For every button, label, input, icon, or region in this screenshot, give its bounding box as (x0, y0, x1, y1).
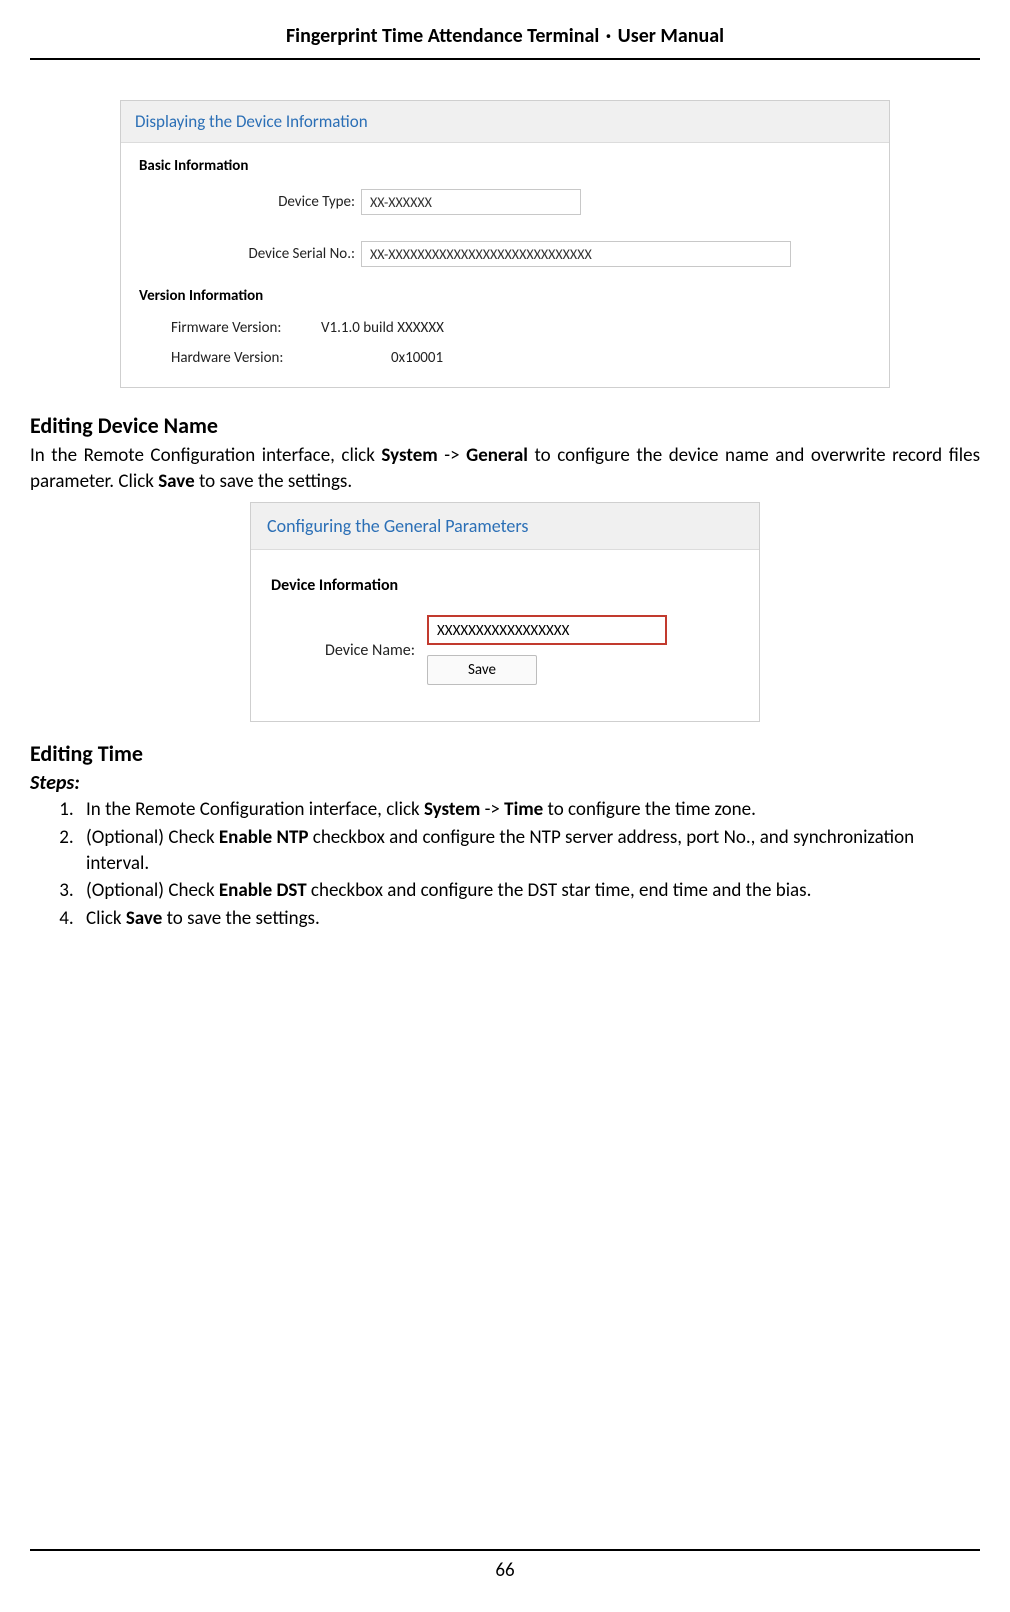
firmware-version-value: V1.1.0 build XXXXXX (321, 319, 444, 337)
device-type-input[interactable]: XX-XXXXXX (361, 189, 581, 215)
document-header: Fingerprint Time Attendance Terminal · U… (30, 20, 980, 60)
device-type-row: Device Type: XX-XXXXXX (121, 183, 889, 221)
header-separator: · (604, 24, 613, 48)
device-information-label: Device Information (251, 550, 759, 609)
text: checkbox and configure the DST star time… (307, 879, 812, 902)
text: to configure the time zone. (543, 798, 756, 821)
text: (Optional) Check (86, 826, 219, 849)
bold-text: General (466, 444, 528, 467)
page-number: 66 (495, 1559, 514, 1582)
spacer (121, 373, 889, 387)
editing-time-heading: Editing Time (30, 740, 980, 767)
device-serial-label: Device Serial No.: (121, 245, 361, 263)
device-serial-input[interactable]: XX-XXXXXXXXXXXXXXXXXXXXXXXXXXXX (361, 241, 791, 267)
bold-text: System (424, 798, 480, 821)
bold-text: Time (504, 798, 543, 821)
device-info-panel-title: Displaying the Device Information (121, 101, 889, 143)
text: to save the settings. (162, 907, 319, 930)
page: Fingerprint Time Attendance Terminal · U… (0, 0, 1010, 1612)
device-name-field-wrap: XXXXXXXXXXXXXXXXX Save (427, 615, 667, 685)
save-button[interactable]: Save (427, 655, 537, 685)
list-item: Click Save to save the settings. (78, 906, 980, 932)
device-info-panel: Displaying the Device Information Basic … (120, 100, 890, 388)
list-item: (Optional) Check Enable DST checkbox and… (78, 878, 980, 904)
steps-list: In the Remote Configuration interface, c… (30, 797, 980, 931)
hardware-version-label: Hardware Version: (171, 349, 321, 367)
editing-device-name-paragraph: In the Remote Configuration interface, c… (30, 443, 980, 494)
text: In the Remote Configuration interface, c… (86, 798, 424, 821)
text: -> (480, 798, 504, 821)
steps-label: Steps: (30, 771, 980, 795)
spacer (121, 221, 889, 235)
bold-text: System (381, 444, 437, 467)
text: -> (438, 444, 466, 467)
version-information-label: Version Information (121, 273, 889, 313)
editing-device-name-heading: Editing Device Name (30, 412, 980, 439)
bold-text: Enable NTP (219, 826, 309, 849)
bold-text: Enable DST (219, 879, 307, 902)
bold-text: Save (126, 907, 162, 930)
list-item: (Optional) Check Enable NTP checkbox and… (78, 825, 980, 876)
text: (Optional) Check (86, 879, 219, 902)
hardware-version-row: Hardware Version: 0x10001 (121, 343, 889, 373)
firmware-version-row: Firmware Version: V1.1.0 build XXXXXX (121, 313, 889, 343)
firmware-version-label: Firmware Version: (171, 319, 321, 337)
device-name-input[interactable]: XXXXXXXXXXXXXXXXX (427, 615, 667, 645)
list-item: In the Remote Configuration interface, c… (78, 797, 980, 823)
basic-information-label: Basic Information (121, 143, 889, 183)
hardware-version-text: 0x10001 (391, 349, 443, 367)
bold-text: Save (158, 470, 194, 493)
header-left: Fingerprint Time Attendance Terminal (286, 24, 599, 48)
device-type-label: Device Type: (121, 193, 361, 211)
header-right: User Manual (618, 24, 724, 48)
hardware-version-value: 0x10001 (321, 349, 443, 367)
text: In the Remote Configuration interface, c… (30, 444, 381, 467)
page-footer: 66 (30, 1549, 980, 1582)
text: Click (86, 907, 126, 930)
general-parameters-panel-title: Configuring the General Parameters (251, 503, 759, 550)
device-name-row: Device Name: XXXXXXXXXXXXXXXXX Save (251, 609, 759, 691)
device-serial-row: Device Serial No.: XX-XXXXXXXXXXXXXXXXXX… (121, 235, 889, 273)
text: to save the settings. (195, 470, 352, 493)
general-parameters-panel: Configuring the General Parameters Devic… (250, 502, 760, 722)
device-name-label: Device Name: (291, 641, 421, 660)
